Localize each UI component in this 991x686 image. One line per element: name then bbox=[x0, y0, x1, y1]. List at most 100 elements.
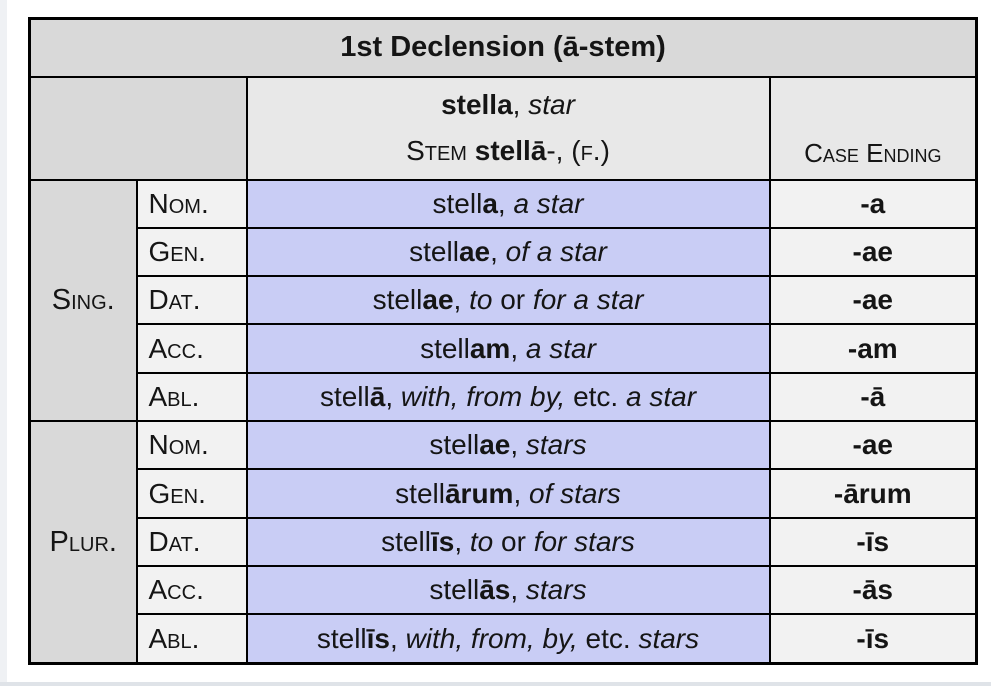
case-label-cell: Gen. bbox=[135, 468, 248, 519]
text-segment: , bbox=[513, 477, 529, 509]
table-title-row: 1st Declension (ā-stem) bbox=[28, 17, 978, 78]
table-row: Sing. Nom. stella, a star -a bbox=[28, 178, 978, 423]
latin-word-cell: stella, a star bbox=[245, 178, 771, 229]
case-label-cell: Dat. bbox=[135, 275, 248, 326]
text-segment: stell bbox=[372, 284, 423, 316]
case-ending-cell: -a bbox=[768, 178, 978, 229]
text-segment: ae bbox=[458, 235, 491, 267]
text-segment: or bbox=[492, 284, 533, 316]
case-ending-cell: -īs bbox=[768, 516, 978, 568]
table-row: Dat. stellae, to or for a star -ae bbox=[30, 275, 978, 326]
text-segment: stell bbox=[420, 332, 470, 364]
text-segment: stell bbox=[316, 622, 367, 654]
text-segment: with, from, by, bbox=[405, 622, 578, 654]
text-segment: , bbox=[512, 89, 529, 120]
page-bottom-edge bbox=[0, 682, 991, 686]
case-label-cell: Acc. bbox=[135, 323, 248, 374]
text-segment: ae bbox=[479, 429, 511, 461]
latin-word-cell: stellā, with, from by, etc. a star bbox=[245, 371, 771, 423]
table-header-row: stella, star Stem stellā-, (f.) Case End… bbox=[28, 75, 978, 181]
text-segment: or bbox=[493, 525, 534, 557]
text-segment: , bbox=[390, 622, 406, 654]
case-ending-label: Case Ending bbox=[804, 137, 942, 168]
table-row: Abl. stellīs, with, from, by, etc. stars -… bbox=[30, 613, 978, 665]
text-segment: with, from by, bbox=[400, 380, 566, 412]
text-segment: ās bbox=[479, 574, 511, 606]
latin-word-cell: stellās, stars bbox=[245, 565, 771, 616]
text-segment: stell bbox=[432, 187, 483, 219]
header-case-ending-cell: Case Ending bbox=[768, 75, 978, 181]
latin-word-cell: stellīs, with, from, by, etc. stars bbox=[245, 613, 771, 665]
latin-word-cell: stellae, stars bbox=[245, 420, 771, 471]
text-segment: stell bbox=[429, 429, 480, 461]
table-row: Dat. stellīs, to or for stars -īs bbox=[30, 516, 978, 568]
case-ending-cell: -ārum bbox=[768, 468, 978, 519]
header-word-line: stella, star bbox=[249, 82, 768, 128]
text-segment: stars bbox=[525, 574, 587, 606]
text-segment: am bbox=[469, 332, 511, 364]
text-segment: -, bbox=[546, 135, 572, 166]
text-segment: of a star bbox=[505, 235, 607, 267]
text-segment: , bbox=[510, 332, 526, 364]
latin-word-cell: stellīs, to or for stars bbox=[245, 516, 771, 568]
text-segment: etc. bbox=[565, 380, 626, 412]
text-segment: ārum bbox=[444, 477, 514, 509]
case-label-cell: Acc. bbox=[135, 565, 248, 616]
text-segment: , bbox=[490, 235, 506, 267]
text-segment: , bbox=[497, 187, 514, 219]
case-ending-cell: -ae bbox=[768, 420, 978, 471]
case-label-cell: Nom. bbox=[135, 178, 248, 229]
text-segment: a star bbox=[513, 187, 584, 219]
text-segment: stell bbox=[395, 477, 445, 509]
case-label-cell: Dat. bbox=[135, 516, 248, 568]
text-segment: stars bbox=[525, 429, 587, 461]
text-segment: stell bbox=[319, 380, 370, 412]
text-segment: a star bbox=[626, 380, 697, 412]
text-segment: , bbox=[454, 525, 470, 557]
text-segment: ā bbox=[369, 380, 386, 412]
case-label-cell: Gen. bbox=[135, 226, 248, 278]
text-segment: (f.) bbox=[571, 135, 610, 166]
group-label-sing: Sing. bbox=[28, 178, 138, 423]
declension-table: 1st Declension (ā-stem) stella, star Ste… bbox=[28, 17, 979, 665]
header-word-cell: stella, star Stem stellā-, (f.) bbox=[245, 75, 771, 181]
header-blank-cell bbox=[28, 75, 248, 181]
table-row: Abl. stellā, with, from by, etc. a star -ā bbox=[30, 371, 978, 423]
text-segment: for a star bbox=[532, 284, 644, 316]
text-segment: stella bbox=[441, 89, 513, 120]
case-ending-cell: -ās bbox=[768, 565, 978, 616]
text-segment: īs bbox=[430, 525, 455, 557]
case-ending-cell: -īs bbox=[768, 613, 978, 665]
text-segment: a star bbox=[525, 332, 596, 364]
text-segment: ae bbox=[422, 284, 454, 316]
text-segment: stell bbox=[381, 525, 431, 557]
text-segment: a bbox=[482, 187, 498, 219]
text-segment: , bbox=[385, 380, 401, 412]
header-stem-line: Stem stellā-, (f.) bbox=[249, 128, 768, 174]
text-segment: , bbox=[453, 284, 470, 316]
text-segment: etc. bbox=[577, 622, 639, 654]
text-segment: stellā bbox=[474, 135, 547, 166]
case-ending-cell: -ae bbox=[768, 226, 978, 278]
text-segment: stars bbox=[638, 622, 700, 654]
text-segment: stell bbox=[429, 574, 480, 606]
text-segment: to bbox=[469, 284, 493, 316]
text-segment: for stars bbox=[533, 525, 635, 557]
case-ending-cell: -ae bbox=[768, 275, 978, 326]
latin-word-cell: stellam, a star bbox=[245, 323, 771, 374]
page-left-edge bbox=[0, 0, 7, 686]
case-label-cell: Nom. bbox=[135, 420, 248, 471]
latin-word-cell: stellārum, of stars bbox=[245, 468, 771, 519]
table-row: Gen. stellārum, of stars -ārum bbox=[30, 468, 978, 519]
table-row: Gen. stellae, of a star -ae bbox=[30, 226, 978, 278]
case-label-cell: Abl. bbox=[135, 613, 248, 665]
text-segment: to bbox=[469, 525, 494, 557]
text-segment: stell bbox=[409, 235, 459, 267]
text-segment: Stem bbox=[406, 135, 475, 166]
text-segment: , bbox=[510, 429, 526, 461]
text-segment: , bbox=[510, 574, 526, 606]
table-row: Plur. Nom. stellae, stars -ae bbox=[28, 420, 978, 665]
group-label-plur: Plur. bbox=[28, 420, 138, 665]
text-segment: of stars bbox=[529, 477, 621, 509]
